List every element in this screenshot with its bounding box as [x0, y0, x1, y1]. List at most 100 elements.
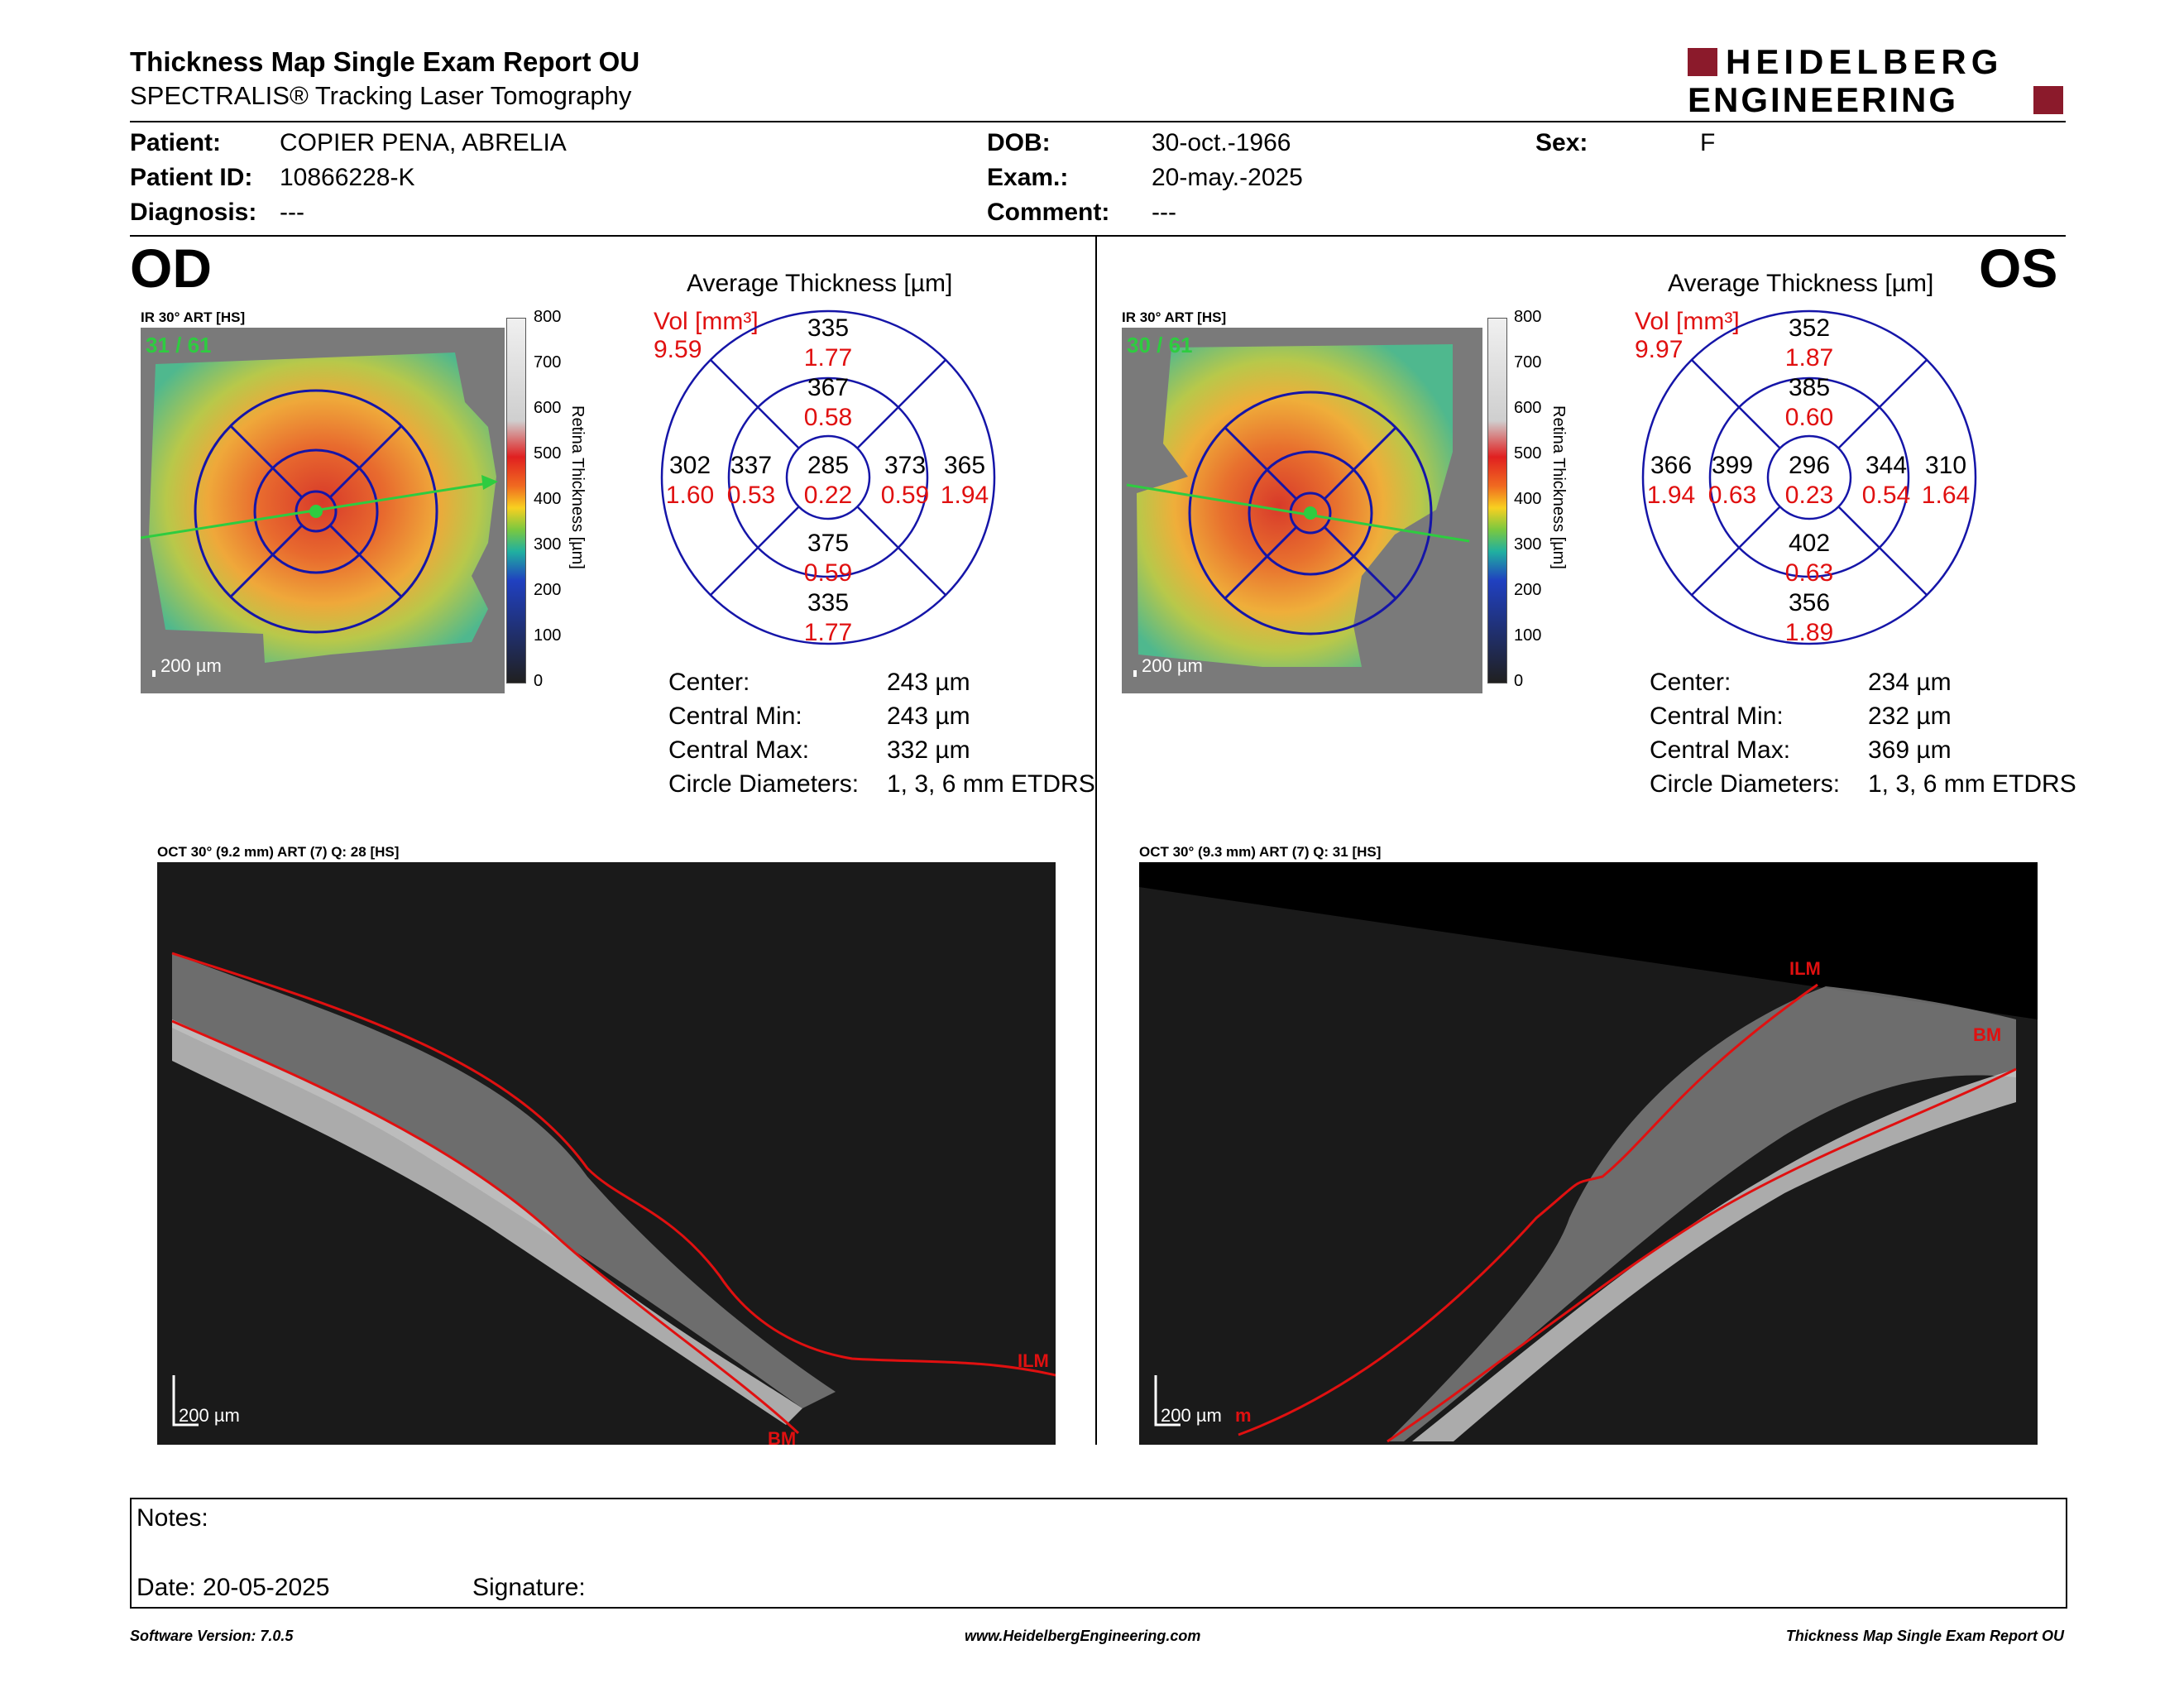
os-bm-label: BM	[1973, 1024, 2001, 1045]
od-outer-inf-thickness: 335	[807, 589, 849, 616]
os-scale-200: 200	[1514, 581, 1542, 599]
os-inner-left-thickness: 399	[1712, 452, 1753, 479]
os-oct-label: OCT 30° (9.3 mm) ART (7) Q: 31 [HS]	[1139, 844, 1382, 860]
os-stat-max-value: 369 µm	[1868, 736, 1952, 764]
od-scan-arrow	[481, 475, 498, 490]
signature-label: Signature:	[472, 1574, 586, 1601]
os-scale-title: Retina Thickness [µm]	[1549, 405, 1568, 569]
os-ilm-line	[1238, 983, 1818, 1436]
od-outer-right-volume: 1.94	[941, 482, 989, 509]
od-thickness-overlay	[149, 352, 496, 663]
footer-software-version: Software Version: 7.0.5	[130, 1628, 294, 1644]
od-scale-600: 600	[534, 399, 562, 417]
os-scale-700: 700	[1514, 353, 1542, 372]
os-oct-scan: ILM BM m 200 µm	[1139, 862, 2038, 1445]
dob-value: 30-oct.-1966	[1152, 129, 1291, 156]
os-scale-800: 800	[1514, 308, 1542, 326]
header-rule	[130, 121, 2066, 122]
os-inner-right-thickness: 344	[1866, 452, 1907, 479]
od-stat-max-value: 332 µm	[887, 736, 970, 764]
od-ilm-line	[171, 952, 1056, 1377]
os-ir-scale: 200 µm	[1142, 655, 1203, 676]
od-scale-100: 100	[534, 626, 562, 645]
os-outer-right-thickness: 310	[1925, 452, 1966, 479]
od-outer-sup-volume: 1.77	[804, 344, 852, 372]
os-center-volume: 0.23	[1785, 482, 1833, 509]
os-scale-300: 300	[1514, 535, 1542, 554]
patient-id-label: Patient ID:	[130, 164, 253, 191]
od-scale-800: 800	[534, 308, 562, 326]
os-inner-inf-volume: 0.63	[1785, 559, 1833, 587]
patient-rule	[130, 235, 2066, 237]
os-stat-min-value: 232 µm	[1868, 703, 1952, 730]
dob-label: DOB:	[987, 129, 1051, 156]
exam-label: Exam.:	[987, 164, 1069, 191]
od-center-thickness: 285	[807, 452, 849, 479]
report-subtitle: SPECTRALIS® Tracking Laser Tomography	[130, 81, 632, 110]
os-stat-center-value: 234 µm	[1868, 669, 1952, 696]
footer-report-name: Thickness Map Single Exam Report OU	[1785, 1628, 2064, 1644]
logo-line-1: HEIDELBERG	[1726, 42, 2004, 81]
os-outer-inf-thickness: 356	[1789, 589, 1830, 616]
os-thickness-map: 30 / 61 200 µm	[1122, 328, 1482, 693]
notes-box[interactable]: Notes: Date: 20-05-2025 Signature:	[130, 1498, 2067, 1609]
os-fovea-marker	[1304, 506, 1317, 520]
od-scale-700: 700	[534, 353, 562, 372]
od-stat-min-label: Central Min:	[668, 703, 802, 730]
od-oct-scale-bar	[172, 1375, 199, 1427]
od-oct-retina-band	[172, 953, 836, 1408]
od-fovea-marker	[309, 505, 323, 518]
os-avg-title: Average Thickness [µm]	[1668, 270, 1934, 297]
notes-label: Notes:	[136, 1504, 208, 1532]
od-oct-scale: 200 µm	[179, 1405, 240, 1426]
od-scale-400: 400	[534, 490, 562, 508]
os-stat-min-label: Central Min:	[1650, 703, 1784, 730]
logo-square-top	[1688, 48, 1717, 76]
od-scale-200: 200	[534, 581, 562, 599]
od-outer-sup-thickness: 335	[807, 314, 849, 342]
od-thickness-map: 31 / 61 200 µm	[141, 328, 505, 693]
eye-label-os: OS	[1979, 237, 2058, 299]
od-vol-label: Vol [mm³]	[654, 308, 759, 335]
od-center-volume: 0.22	[804, 482, 852, 509]
od-stat-diam-label: Circle Diameters:	[668, 770, 860, 798]
od-stat-diam-value: 1, 3, 6 mm ETDRS	[887, 770, 1095, 798]
od-inner-inf-volume: 0.59	[804, 559, 852, 587]
od-inner-sup-volume: 0.58	[804, 404, 852, 431]
diagnosis-value: ---	[280, 199, 304, 226]
od-scale-300: 300	[534, 535, 562, 554]
sex-label: Sex:	[1535, 129, 1588, 156]
comment-label: Comment:	[987, 199, 1110, 226]
os-oct-scale: 200 µm	[1161, 1405, 1222, 1426]
logo-square-bottom	[2033, 86, 2063, 114]
os-scan-line	[1126, 483, 1470, 543]
od-scale-500: 500	[534, 444, 562, 463]
od-oct-label: OCT 30° (9.2 mm) ART (7) Q: 28 [HS]	[157, 844, 400, 860]
os-outer-sup-volume: 1.87	[1785, 344, 1833, 372]
os-m-label: m	[1235, 1405, 1252, 1426]
os-frames: 30 / 61	[1127, 333, 1193, 357]
os-scale-bar	[1133, 670, 1137, 677]
os-outer-sup-thickness: 352	[1789, 314, 1830, 342]
od-oct-rpe-band	[172, 1019, 802, 1425]
os-scale-400: 400	[1514, 490, 1542, 508]
os-oct-rpe-band	[1412, 1069, 2016, 1441]
os-ir-label: IR 30° ART [HS]	[1122, 309, 1227, 325]
od-ilm-label: ILM	[1018, 1350, 1049, 1371]
os-stat-diam-label: Circle Diameters:	[1650, 770, 1841, 798]
od-outer-inf-volume: 1.77	[804, 619, 852, 646]
od-scale-title: Retina Thickness [µm]	[568, 405, 587, 569]
od-stat-max-label: Central Max:	[668, 736, 810, 764]
os-center-thickness: 296	[1789, 452, 1830, 479]
os-etdrs-overlay	[1188, 391, 1433, 635]
os-ilm-label: ILM	[1789, 958, 1821, 979]
os-outer-right-volume: 1.64	[1922, 482, 1970, 509]
os-inner-inf-thickness: 402	[1789, 530, 1830, 557]
od-stat-center-label: Center:	[668, 669, 750, 696]
od-outer-left-thickness: 302	[669, 452, 711, 479]
od-oct-scan: ILM BM 200 µm	[157, 862, 1056, 1445]
od-outer-left-volume: 1.60	[666, 482, 714, 509]
os-vol-total: 9.97	[1635, 336, 1684, 363]
od-etdrs-overlay	[194, 389, 438, 634]
os-outer-left-volume: 1.94	[1647, 482, 1695, 509]
